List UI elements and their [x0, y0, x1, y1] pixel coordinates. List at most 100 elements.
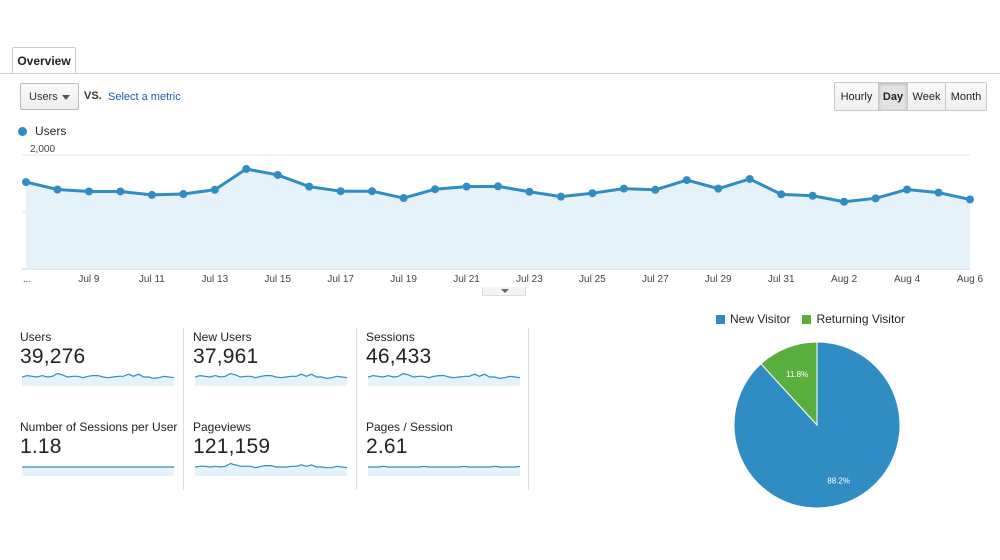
scorecard-value: 37,961 — [193, 345, 259, 368]
granularity-week-button[interactable]: Week — [907, 83, 945, 110]
sparkline-area — [195, 463, 347, 476]
sparkline-area — [22, 467, 174, 476]
users-data-point — [525, 187, 534, 196]
x-tick-label: Jul 13 — [201, 274, 229, 285]
scorecard-label: Sessions — [366, 330, 415, 344]
users-data-point — [53, 185, 62, 194]
pie-legend-returning-visitor-label: Returning Visitor — [816, 312, 905, 326]
scorecard-value: 39,276 — [20, 345, 86, 368]
vs-label: VS. — [84, 90, 102, 102]
sparkline-line — [368, 372, 520, 380]
x-tick-label: Jul 11 — [138, 274, 165, 285]
users-data-point — [22, 178, 30, 187]
chart-collapse-handle[interactable] — [482, 287, 526, 296]
users-data-point — [305, 182, 314, 191]
users-data-point — [462, 182, 471, 191]
pie-legend-new-visitor-swatch — [716, 314, 725, 324]
scorecard-sparkline — [195, 462, 347, 476]
scorecard-value: 2.61 — [366, 435, 408, 458]
granularity-hourly-button[interactable]: Hourly — [835, 83, 878, 110]
users-data-point — [273, 170, 282, 179]
users-data-point — [147, 190, 156, 199]
users-data-point — [619, 184, 628, 193]
scorecard-sparkline — [368, 372, 520, 386]
scorecard-label: Users — [20, 330, 52, 344]
select-metric-link[interactable]: Select a metric — [108, 91, 181, 103]
pie-slice-returning-visitor — [760, 341, 818, 427]
sparkline-line — [368, 465, 520, 468]
scorecard-divider — [528, 328, 529, 490]
users-data-point — [777, 190, 786, 199]
users-data-point — [494, 182, 502, 191]
scorecard-value: 121,159 — [193, 435, 271, 458]
scorecard-label: Pageviews — [193, 420, 252, 434]
scorecard[interactable]: Number of Sessions per User 1.18 — [20, 420, 180, 492]
sparkline-area — [195, 373, 347, 386]
pie-legend-returning-visitor: Returning Visitor — [802, 312, 905, 326]
chart-legend: Users — [18, 124, 66, 138]
pie-legend: New Visitor Returning Visitor — [716, 312, 917, 326]
scorecard-label: Number of Sessions per User — [20, 420, 178, 434]
users-data-point — [745, 174, 754, 183]
pie-slice-label: 88.2% — [827, 477, 850, 486]
pie-legend-new-visitor: New Visitor — [716, 312, 790, 326]
visitor-pie-chart[interactable]: 88.2% 11.8% — [733, 341, 901, 509]
scorecard[interactable]: Pages / Session 2.61 — [366, 420, 526, 492]
users-data-point — [651, 185, 660, 194]
pie-legend-new-visitor-label: New Visitor — [730, 312, 791, 326]
users-data-point — [903, 185, 912, 194]
users-data-point — [556, 192, 565, 201]
tab-bar: Overview — [0, 0, 1000, 74]
users-line-chart[interactable]: 2,0001,000 — [0, 140, 1000, 290]
users-area — [26, 168, 970, 269]
users-data-point — [682, 176, 691, 185]
users-data-point — [808, 191, 817, 200]
x-tick-label: Jul 21 — [453, 274, 480, 285]
scorecard-value: 46,433 — [366, 345, 432, 368]
scorecard[interactable]: Pageviews 121,159 — [193, 420, 353, 492]
metric-select[interactable]: Users — [20, 83, 79, 110]
scorecard-sparkline — [195, 372, 347, 386]
pie-slice-new-visitor — [733, 341, 901, 509]
sparkline-line — [195, 372, 347, 380]
scorecard-divider — [356, 328, 357, 490]
users-data-point — [431, 185, 440, 194]
x-tick-label: Jul 9 — [78, 274, 100, 285]
scorecard[interactable]: Sessions 46,433 — [366, 330, 526, 402]
x-axis-labels: ... Jul 9 Jul 11 Jul 13 Jul 15 Jul 17 Jul 19 Ju… — [0, 274, 1000, 288]
x-tick-label: Jul 25 — [579, 274, 606, 285]
x-tick-label: ... — [22, 274, 32, 285]
granularity-month-button[interactable]: Month — [945, 83, 986, 110]
users-data-point — [714, 184, 723, 193]
scorecard-label: Pages / Session — [366, 420, 453, 434]
tab-divider — [0, 73, 1000, 74]
sparkline-line — [195, 462, 347, 469]
users-data-point — [210, 185, 219, 194]
legend-users-label: Users — [35, 124, 67, 138]
users-data-point — [84, 187, 93, 196]
x-tick-label: Aug 2 — [831, 274, 858, 285]
pie-legend-returning-visitor-swatch — [802, 314, 812, 324]
sparkline-line — [22, 372, 174, 380]
tab-overview[interactable]: Overview — [12, 47, 76, 74]
granularity-toggle: Hourly Day Week Month — [834, 82, 987, 111]
sparkline-area — [368, 373, 520, 386]
users-data-point — [116, 187, 125, 196]
scorecard-divider — [183, 328, 184, 490]
scorecard[interactable]: Users 39,276 — [20, 330, 180, 402]
users-data-point — [242, 164, 251, 173]
scorecard[interactable]: New Users 37,961 — [193, 330, 353, 402]
users-data-point — [336, 187, 345, 196]
x-tick-label: Jul 23 — [516, 274, 543, 285]
chevron-down-icon — [62, 95, 70, 100]
scorecard-sparkline — [22, 372, 174, 386]
users-data-point — [179, 190, 188, 199]
users-data-point — [966, 195, 974, 204]
sparkline-area — [22, 373, 174, 386]
x-tick-label: Jul 31 — [767, 274, 795, 285]
metric-select-value: Users — [29, 90, 58, 103]
scorecard-label: New Users — [193, 330, 252, 344]
scorecard-sparkline — [22, 466, 174, 476]
granularity-day-button[interactable]: Day — [878, 83, 907, 110]
x-tick-label: Aug 4 — [893, 274, 921, 285]
